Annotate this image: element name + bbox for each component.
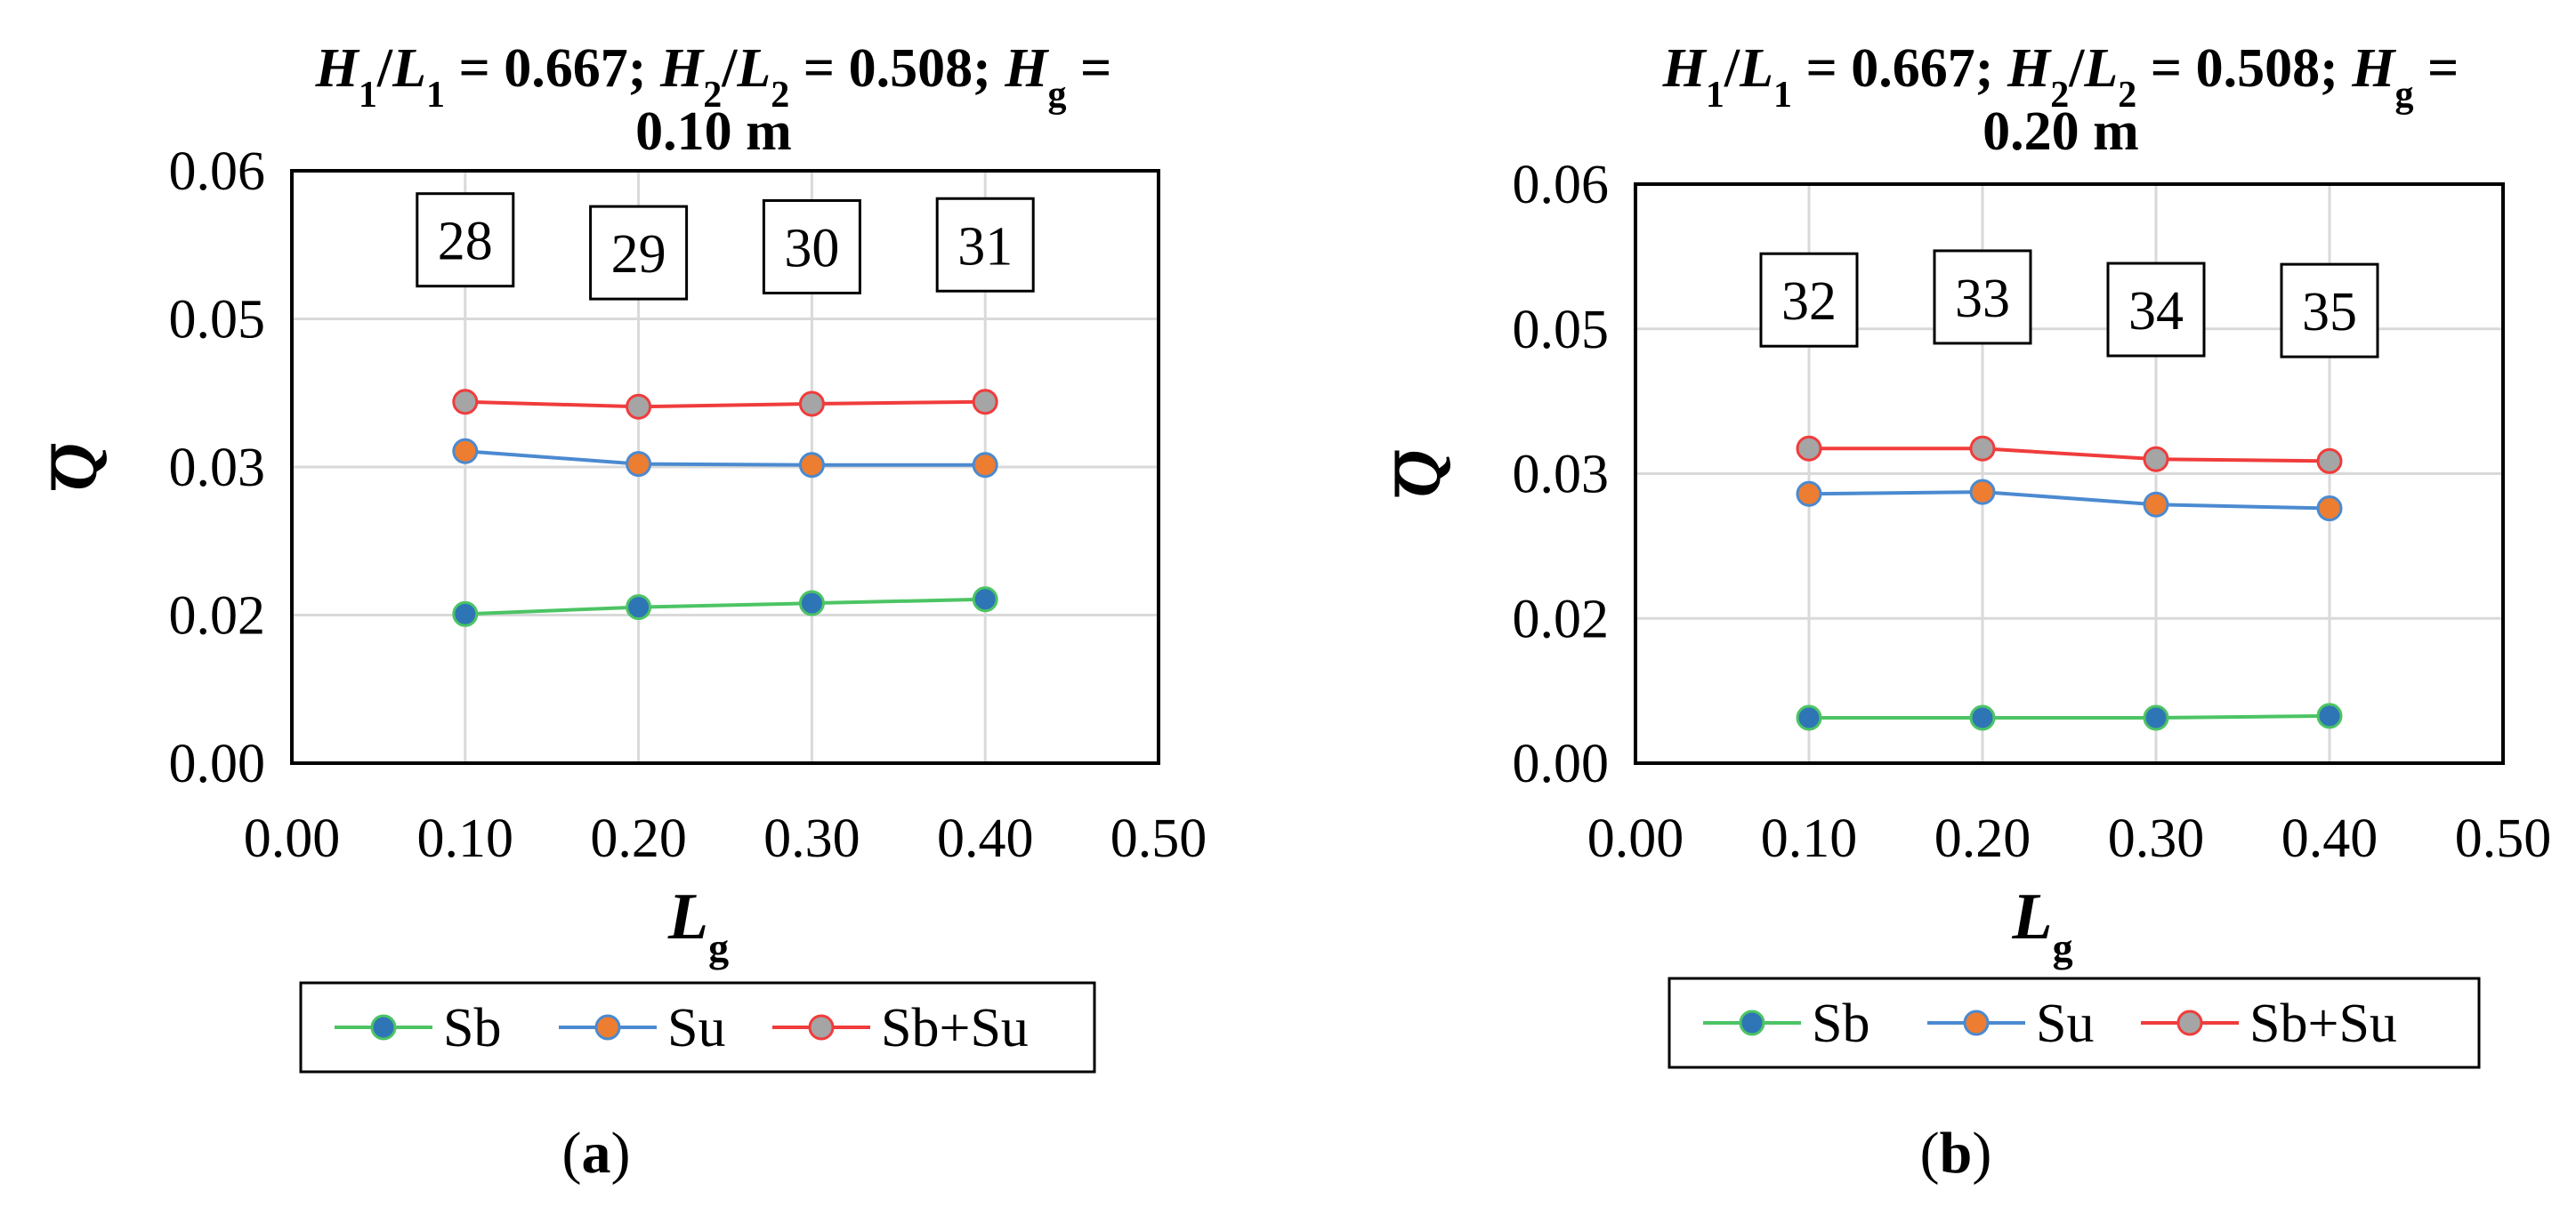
data-point-Sb+Su bbox=[1796, 435, 1822, 462]
chart-title-line2: 0.20 m bbox=[1982, 101, 2139, 162]
data-point-Sb+Su bbox=[2143, 446, 2169, 472]
legend: Sb Su Sb+Su bbox=[1668, 977, 2481, 1069]
annotation-box bbox=[2280, 262, 2379, 358]
legend-marker-Su bbox=[1963, 1010, 1990, 1036]
x-axis-label: Lg bbox=[2011, 881, 2072, 970]
x-tick-label: 0.00 bbox=[1587, 809, 1684, 869]
panel-label: (b) bbox=[1920, 1121, 1992, 1186]
plot-area bbox=[290, 169, 1160, 765]
panel-label: (a) bbox=[562, 1121, 631, 1186]
annotation-label: 35 bbox=[2302, 282, 2357, 342]
data-point-Sb bbox=[1969, 704, 1996, 731]
chart-panel-b: H1/L1 = 0.667; H2/L2 = 0.508; Hg =0.20 m… bbox=[1382, 38, 2551, 1186]
y-tick-label: 0.00 bbox=[1513, 734, 1610, 794]
annotation-box bbox=[935, 197, 1035, 293]
annotation-box bbox=[1759, 252, 1859, 348]
x-tick-label: 0.10 bbox=[1761, 809, 1858, 869]
legend-marker-Sb+Su bbox=[2176, 1010, 2203, 1036]
annotation-label: 31 bbox=[957, 216, 1013, 277]
data-point-Su bbox=[1969, 479, 1996, 505]
plot-area bbox=[1634, 182, 2505, 765]
legend-label-Su: Su bbox=[2036, 994, 2094, 1054]
data-point-Sb bbox=[972, 586, 998, 613]
series-line-Su bbox=[1808, 490, 2330, 511]
annotation-box bbox=[589, 205, 689, 301]
x-tick-label: 0.30 bbox=[2108, 809, 2205, 869]
annotation-box bbox=[1933, 249, 2032, 345]
data-point-Su bbox=[798, 452, 825, 479]
chart-title-line1: H1/L1 = 0.667; H2/L2 = 0.508; Hg = bbox=[1662, 38, 2459, 116]
data-point-Su bbox=[2143, 491, 2169, 518]
x-tick-label: 0.10 bbox=[417, 809, 514, 869]
x-tick-label: 0.50 bbox=[1110, 809, 1207, 869]
data-point-Sb bbox=[1796, 704, 1822, 731]
annotation-box bbox=[416, 192, 515, 288]
y-tick-label: 0.06 bbox=[169, 141, 266, 202]
data-point-Su bbox=[972, 452, 998, 479]
legend-marker-Sb bbox=[1739, 1010, 1765, 1036]
legend-box bbox=[1668, 977, 2481, 1069]
x-tick-label: 0.50 bbox=[2455, 809, 2552, 869]
annotation-label: 29 bbox=[611, 224, 666, 285]
data-point-Sb+Su bbox=[1969, 435, 1996, 462]
legend: Sb Su Sb+Su bbox=[299, 981, 1096, 1074]
legend-label-Sb+Su: Sb+Su bbox=[2249, 994, 2397, 1054]
x-axis-label: Lg bbox=[667, 881, 729, 970]
x-tick-label: 0.20 bbox=[1934, 809, 2031, 869]
y-tick-label: 0.02 bbox=[169, 586, 266, 647]
legend-marker-Su bbox=[594, 1014, 621, 1041]
data-point-Su bbox=[1796, 480, 1822, 507]
legend-marker-Sb+Su bbox=[808, 1014, 835, 1041]
series-line-Sb+Su bbox=[1809, 447, 2330, 463]
series-line-Sb bbox=[464, 597, 986, 616]
legend-label-Su: Su bbox=[667, 998, 725, 1058]
y-tick-label: 0.06 bbox=[1513, 155, 1610, 215]
data-point-Sb+Su bbox=[626, 393, 652, 420]
legend-box bbox=[299, 981, 1096, 1074]
data-point-Su bbox=[452, 438, 479, 464]
y-axis-label: Q bbox=[1382, 450, 1455, 497]
legend-label-Sb: Sb bbox=[443, 998, 501, 1058]
x-tick-label: 0.40 bbox=[937, 809, 1034, 869]
annotation-label: 30 bbox=[784, 218, 839, 278]
legend-label-Sb: Sb bbox=[1812, 994, 1869, 1054]
data-point-Sb+Su bbox=[798, 390, 825, 417]
y-tick-label: 0.02 bbox=[1513, 589, 1610, 649]
data-point-Sb+Su bbox=[972, 389, 998, 415]
annotation-label: 32 bbox=[1781, 271, 1837, 332]
y-tick-label: 0.05 bbox=[1513, 300, 1610, 360]
y-tick-label: 0.00 bbox=[169, 734, 266, 794]
y-tick-label: 0.03 bbox=[1513, 445, 1610, 505]
data-point-Sb bbox=[798, 590, 825, 616]
y-tick-label: 0.03 bbox=[169, 438, 266, 498]
data-point-Sb bbox=[452, 600, 479, 627]
x-tick-label: 0.30 bbox=[763, 809, 860, 869]
annotation-label: 33 bbox=[1955, 269, 2010, 329]
legend-label-Sb+Su: Sb+Su bbox=[881, 998, 1029, 1058]
data-point-Sb bbox=[626, 594, 652, 621]
legend-marker-Sb bbox=[370, 1014, 397, 1041]
annotation-box bbox=[2106, 262, 2206, 358]
chart-title-line2: 0.10 m bbox=[635, 101, 792, 162]
series-line-Sb bbox=[1809, 713, 2330, 720]
annotation-box bbox=[762, 198, 861, 294]
data-point-Sb+Su bbox=[2316, 447, 2343, 474]
x-tick-label: 0.20 bbox=[590, 809, 687, 869]
chart-panel-a: H1/L1 = 0.667; H2/L2 = 0.508; Hg =0.10 m… bbox=[38, 38, 1207, 1186]
y-tick-label: 0.05 bbox=[169, 290, 266, 350]
y-axis-label: Q bbox=[38, 443, 111, 490]
data-point-Su bbox=[2316, 495, 2343, 522]
annotation-label: 34 bbox=[2128, 281, 2184, 342]
series-line-Su bbox=[464, 449, 986, 467]
data-point-Sb+Su bbox=[452, 389, 479, 415]
data-point-Su bbox=[626, 451, 652, 478]
data-point-Sb bbox=[2143, 704, 2169, 731]
data-point-Sb bbox=[2316, 703, 2343, 729]
x-tick-label: 0.40 bbox=[2281, 809, 2378, 869]
x-tick-label: 0.00 bbox=[244, 809, 341, 869]
series-line-Sb+Su bbox=[464, 399, 986, 409]
chart-title-line1: H1/L1 = 0.667; H2/L2 = 0.508; Hg = bbox=[315, 38, 1112, 116]
annotation-label: 28 bbox=[438, 212, 493, 272]
